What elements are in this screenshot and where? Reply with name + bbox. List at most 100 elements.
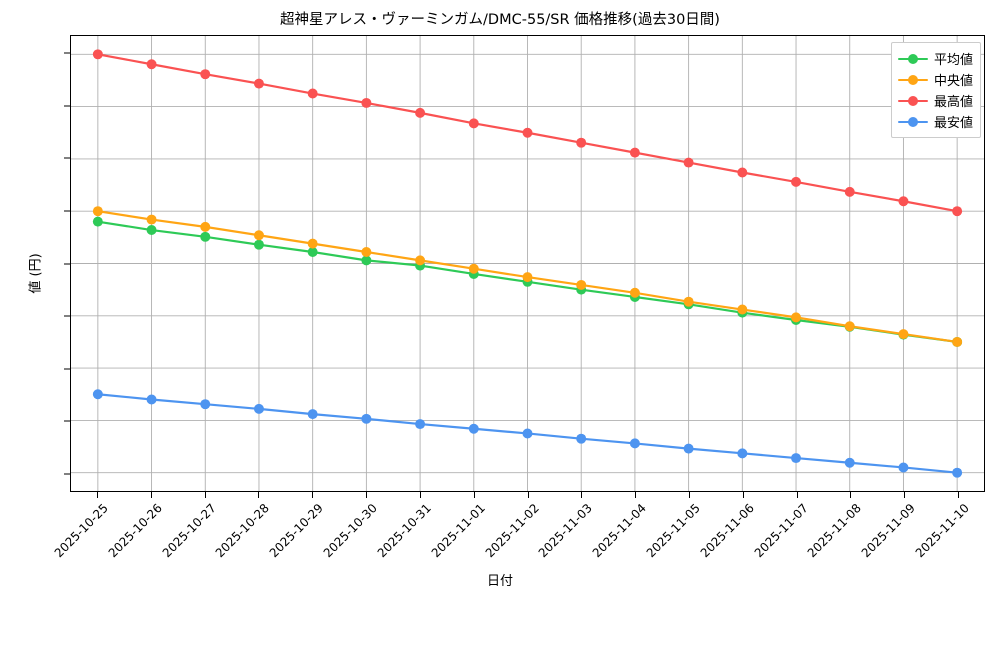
data-point-marker bbox=[737, 448, 748, 459]
data-point-marker bbox=[468, 118, 479, 129]
data-point-marker bbox=[307, 88, 318, 99]
legend-item-3[interactable]: 最高値 bbox=[898, 90, 973, 111]
data-point-marker bbox=[844, 457, 855, 468]
x-tick-mark bbox=[204, 492, 206, 498]
data-point-marker bbox=[146, 59, 157, 70]
data-point-marker bbox=[146, 394, 157, 405]
data-point-marker bbox=[522, 127, 533, 138]
data-point-marker bbox=[683, 296, 694, 307]
legend-swatch-icon bbox=[898, 94, 928, 108]
data-point-marker bbox=[146, 225, 157, 236]
data-point-marker bbox=[629, 147, 640, 158]
data-point-marker bbox=[307, 409, 318, 420]
legend-marker-icon bbox=[908, 53, 918, 64]
y-tick-mark bbox=[64, 157, 70, 159]
data-point-marker bbox=[898, 329, 909, 340]
legend-marker-icon bbox=[908, 95, 918, 106]
y-axis-label: 値 (円) bbox=[28, 253, 44, 294]
legend-label: 最高値 bbox=[934, 95, 974, 110]
data-point-marker bbox=[629, 438, 640, 449]
data-point-marker bbox=[307, 247, 318, 257]
data-point-marker bbox=[200, 231, 211, 242]
legend-swatch-icon bbox=[898, 73, 928, 87]
y-tick-mark bbox=[64, 263, 70, 264]
data-point-marker bbox=[791, 453, 802, 464]
legend-item-2[interactable]: 中央値 bbox=[898, 69, 973, 90]
data-point-marker bbox=[415, 107, 426, 118]
x-tick-mark bbox=[527, 492, 529, 498]
data-point-marker bbox=[200, 221, 211, 232]
data-point-marker bbox=[898, 462, 909, 473]
data-point-marker bbox=[522, 272, 533, 283]
x-tick-mark bbox=[258, 492, 260, 498]
x-tick-mark bbox=[581, 492, 583, 498]
x-tick-mark bbox=[742, 492, 744, 498]
data-point-marker bbox=[361, 413, 372, 424]
data-point-marker bbox=[898, 196, 909, 207]
legend-swatch-icon bbox=[898, 115, 928, 129]
y-tick-mark bbox=[64, 105, 70, 107]
y-tick-mark bbox=[64, 473, 70, 475]
chart-legend: 平均値中央値最高値最安値 bbox=[891, 42, 982, 138]
data-point-marker bbox=[415, 419, 426, 430]
plot-area bbox=[70, 35, 985, 492]
data-point-marker bbox=[200, 399, 211, 410]
y-tick-mark bbox=[64, 315, 70, 317]
x-tick-mark bbox=[850, 492, 852, 498]
legend-label: 中央値 bbox=[934, 74, 974, 89]
data-point-marker bbox=[253, 230, 264, 241]
data-point-marker bbox=[683, 157, 694, 168]
y-tick-mark bbox=[64, 368, 70, 370]
data-point-marker bbox=[576, 279, 587, 290]
data-point-marker bbox=[468, 423, 479, 434]
x-tick-mark bbox=[312, 492, 314, 498]
legend-item-1[interactable]: 平均値 bbox=[898, 48, 973, 69]
y-tick-mark bbox=[64, 52, 70, 54]
data-point-marker bbox=[737, 304, 748, 315]
y-tick-mark bbox=[64, 420, 70, 422]
data-point-marker bbox=[952, 336, 963, 347]
data-point-marker bbox=[683, 443, 694, 454]
data-point-marker bbox=[92, 206, 103, 217]
chart-canvas bbox=[71, 36, 984, 491]
data-point-marker bbox=[791, 176, 802, 187]
x-tick-mark bbox=[904, 492, 906, 498]
data-point-marker bbox=[737, 167, 748, 178]
data-point-marker bbox=[844, 186, 855, 197]
chart-title: 超神星アレス・ヴァーミンガム/DMC-55/SR 価格推移(過去30日間) bbox=[280, 12, 720, 28]
data-point-marker bbox=[629, 287, 640, 298]
y-tick-mark bbox=[64, 210, 70, 212]
legend-label: 平均値 bbox=[934, 53, 974, 68]
x-axis-label: 日付 bbox=[486, 574, 513, 589]
data-point-marker bbox=[415, 255, 426, 266]
legend-item-4[interactable]: 最安値 bbox=[898, 111, 973, 132]
data-point-marker bbox=[952, 467, 963, 478]
legend-label: 最安値 bbox=[934, 116, 974, 131]
data-point-marker bbox=[253, 403, 264, 414]
data-point-marker bbox=[791, 312, 802, 323]
series-layer bbox=[92, 49, 963, 478]
data-point-marker bbox=[576, 433, 587, 444]
data-point-marker bbox=[92, 49, 103, 60]
legend-marker-icon bbox=[908, 116, 918, 127]
legend-swatch-icon bbox=[898, 52, 928, 66]
data-point-marker bbox=[307, 238, 318, 249]
data-point-marker bbox=[522, 428, 533, 439]
data-point-marker bbox=[468, 263, 479, 274]
x-tick-mark bbox=[419, 492, 421, 498]
x-tick-mark bbox=[473, 492, 475, 498]
data-point-marker bbox=[253, 78, 264, 89]
x-tick-mark bbox=[150, 492, 152, 498]
data-point-marker bbox=[200, 69, 211, 80]
x-tick-mark bbox=[366, 492, 368, 498]
legend-marker-icon bbox=[908, 74, 918, 85]
x-tick-mark bbox=[796, 492, 798, 498]
x-tick-mark bbox=[688, 492, 690, 498]
data-point-marker bbox=[952, 206, 963, 217]
data-point-marker bbox=[92, 389, 103, 400]
gridlines bbox=[71, 36, 984, 491]
data-point-marker bbox=[576, 137, 587, 148]
x-tick-mark bbox=[635, 492, 637, 498]
data-point-marker bbox=[92, 216, 103, 227]
data-point-marker bbox=[253, 239, 264, 250]
